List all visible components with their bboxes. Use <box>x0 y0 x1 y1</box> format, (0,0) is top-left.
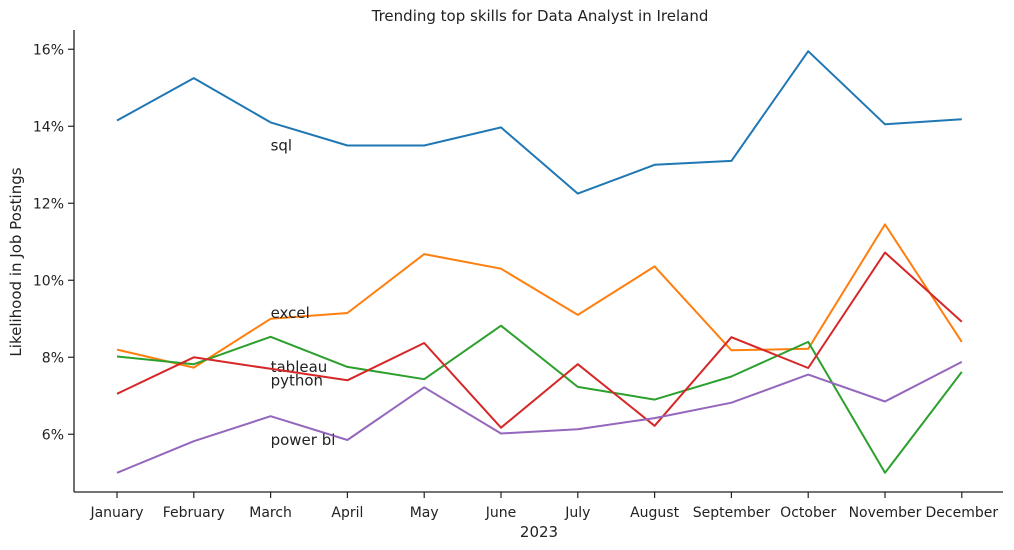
x-tick-label: November <box>849 505 922 521</box>
x-tick-label: May <box>410 505 439 521</box>
x-tick-label: December <box>925 505 998 521</box>
y-tick-label: 6% <box>42 427 64 443</box>
series-label-excel: excel <box>271 304 310 322</box>
series-line-tableau <box>116 324 963 474</box>
x-tick-label: July <box>564 505 590 521</box>
y-tick-label: 12% <box>33 196 64 212</box>
series-line-power-bi <box>116 361 963 474</box>
series-label-sql: sql <box>271 137 293 155</box>
y-tick-label: 14% <box>33 119 64 135</box>
chart-title: Trending top skills for Data Analyst in … <box>371 7 709 25</box>
plot-area: 6% 8% 10% 12% 14% 16% January February March Apri… <box>33 30 1003 521</box>
x-tick-label: January <box>89 505 143 521</box>
x-tick-label: February <box>163 505 225 521</box>
y-tick-label: 10% <box>33 273 64 289</box>
x-axis-title: 2023 <box>520 523 558 541</box>
x-tick-label: June <box>485 505 517 521</box>
x-tick-label: March <box>249 505 292 521</box>
series-line-python <box>116 251 963 429</box>
x-tick-label: October <box>780 505 836 521</box>
x-tick-label: April <box>331 505 363 521</box>
series-label-power-bi: power bi <box>271 431 336 449</box>
series-line-excel <box>116 223 963 369</box>
x-tick-label: September <box>693 505 771 521</box>
y-tick-label: 8% <box>42 350 64 366</box>
series-label-python: python <box>271 371 323 389</box>
series-line-sql <box>116 50 962 195</box>
x-tick-label: August <box>630 505 680 521</box>
y-tick-label: 16% <box>33 42 64 58</box>
y-axis-title: Likelihood in Job Postings <box>7 167 25 356</box>
